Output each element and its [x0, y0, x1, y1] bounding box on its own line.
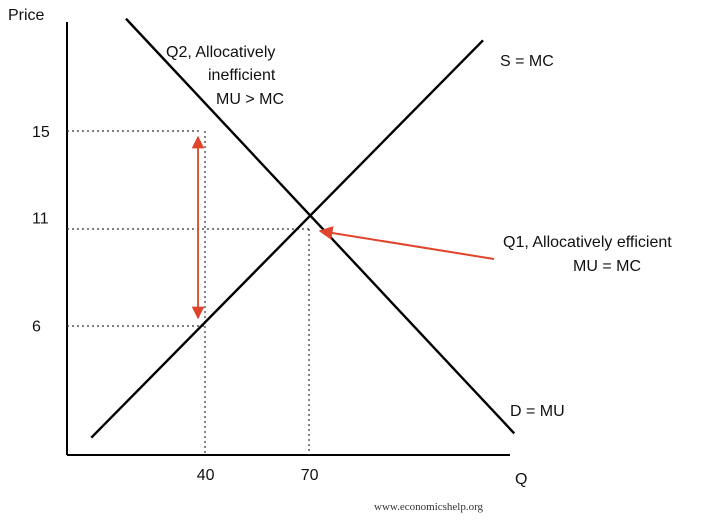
y-axis-label: Price — [8, 7, 45, 24]
x-tick-70: 70 — [301, 467, 319, 484]
supply-curve — [90, 39, 484, 439]
series-label-demand: D = MU — [510, 403, 565, 420]
y-tick-11: 11 — [32, 210, 49, 227]
q2-annotation-line2: inefficient — [208, 67, 276, 84]
q2-annotation-line1: Q2, Allocatively — [166, 44, 275, 61]
q2-annotation-line3: MU > MC — [216, 91, 284, 108]
y-tick-6: 6 — [32, 318, 41, 335]
x-axis-label: Q — [515, 471, 527, 488]
q1-annotation-line2: MU = MC — [573, 258, 641, 275]
series-group — [90, 17, 516, 439]
efficiency-arrow — [318, 226, 495, 260]
series-label-supply: S = MC — [500, 53, 554, 70]
tick-labels: 6 11 15 40 70 — [32, 124, 319, 484]
q1-annotation-line1: Q1, Allocatively efficient — [503, 234, 672, 251]
guide-lines — [67, 130, 311, 455]
x-tick-40: 40 — [197, 467, 215, 484]
y-tick-15: 15 — [32, 124, 50, 141]
credit-text: www.economicshelp.org — [374, 501, 484, 513]
demand-curve — [125, 17, 516, 435]
